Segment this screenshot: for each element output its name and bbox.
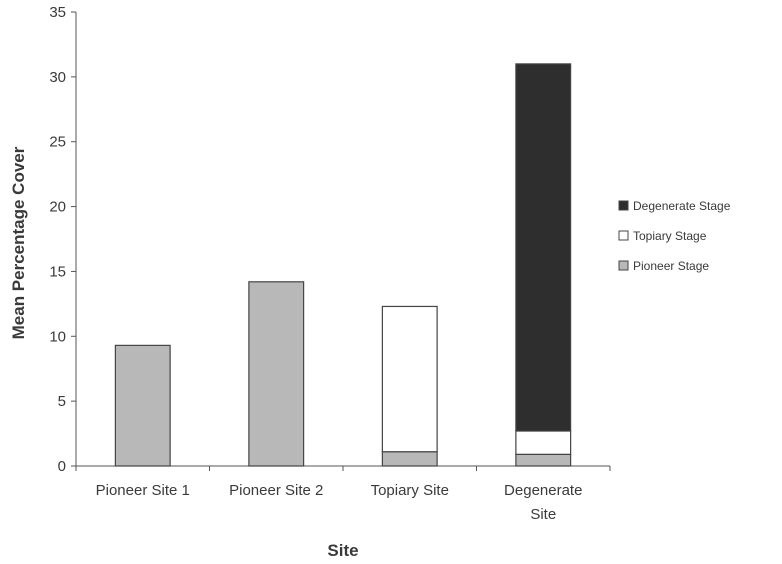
bar-segment-pioneer-stage: [515, 453, 572, 467]
y-tick-label: 25: [49, 134, 66, 151]
x-tick-labels: Pioneer Site 1 Pioneer Site 2 Topiary Site…: [96, 482, 583, 523]
y-tick-label: 10: [49, 328, 66, 345]
y-tick-label: 0: [58, 458, 66, 475]
legend-label: Topiary Stage: [633, 229, 707, 243]
y-tick-label: 30: [49, 69, 66, 86]
x-tick-label: Degenerate Site: [504, 482, 582, 523]
legend-swatch: [618, 260, 629, 271]
bar-segment-degenerate-stage: [515, 63, 572, 432]
bar-segment-pioneer-stage: [114, 344, 171, 467]
legend-label: Degenerate Stage: [633, 199, 731, 213]
x-axis-title: Site: [327, 541, 358, 560]
bars: [114, 63, 572, 467]
bar-segment-topiary-stage: [381, 305, 438, 453]
legend-swatch: [618, 200, 629, 211]
y-tick-label: 15: [49, 263, 66, 280]
legend-swatch: [618, 230, 629, 241]
bar-segment-pioneer-stage: [248, 281, 305, 467]
y-tick-label: 35: [49, 4, 66, 21]
y-axis-title: Mean Percentage Cover: [9, 146, 28, 339]
legend-label: Pioneer Stage: [633, 259, 709, 273]
x-tick-label: Topiary Site: [371, 482, 449, 499]
y-tick-labels: 0 5 10 15 20 25 30 35: [49, 4, 66, 475]
bar-segment-pioneer-stage: [381, 451, 438, 467]
bar-segment-topiary-stage: [515, 430, 572, 455]
y-tick-label: 5: [58, 393, 66, 410]
y-tick-label: 20: [49, 199, 66, 216]
x-tick-label: Pioneer Site 1: [96, 482, 190, 499]
legend: Degenerate Stage Topiary Stage Pioneer Sta…: [618, 199, 731, 273]
x-tick-label: Pioneer Site 2: [229, 482, 323, 499]
